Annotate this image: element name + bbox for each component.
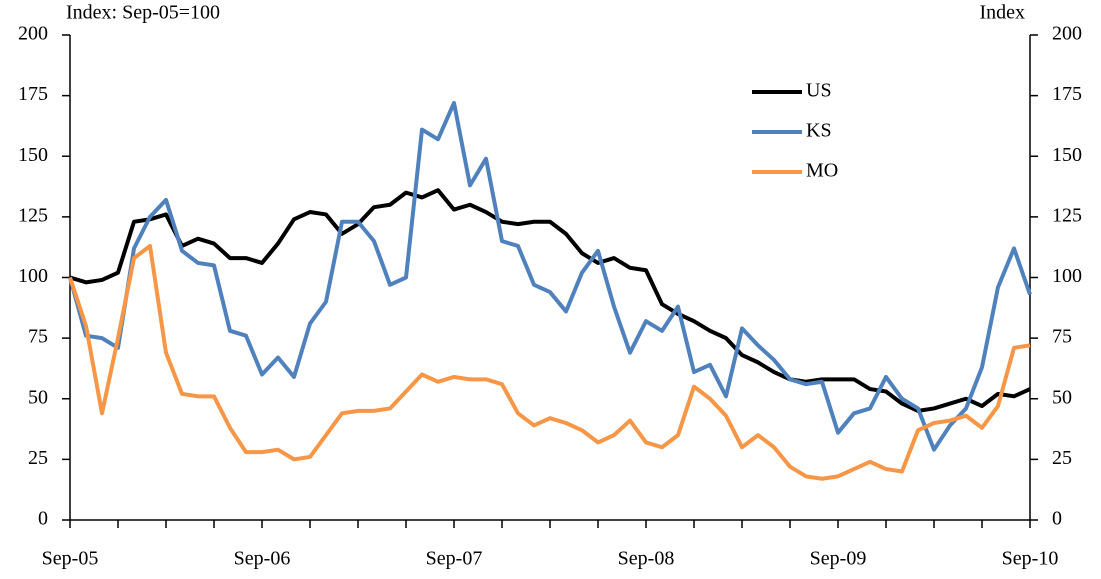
y2-tick-label: 175 [1052,83,1082,105]
legend-label: US [806,80,832,102]
y2-tick-label: 125 [1052,204,1082,226]
y2-tick-label: 0 [1052,508,1062,530]
x-tick-label: Sep-05 [42,548,99,570]
y-tick-label: 200 [18,23,48,45]
y-tick-label: 150 [18,144,48,166]
x-tick-label: Sep-07 [426,548,483,570]
x-tick-label: Sep-06 [234,548,291,570]
y2-axis-label: Index [979,2,1025,24]
y-tick-label: 75 [28,326,48,348]
y-tick-label: 0 [38,508,48,530]
y2-tick-label: 100 [1052,265,1082,287]
y2-tick-label: 150 [1052,144,1082,166]
y-tick-label: 50 [28,386,48,408]
legend-label: KS [806,120,832,142]
x-tick-label: Sep-10 [1002,548,1059,570]
y2-tick-label: 50 [1052,386,1072,408]
line-series [69,188,1031,413]
y-tick-label: 175 [18,83,48,105]
y2-tick-label: 75 [1052,326,1072,348]
line-series [68,100,1032,452]
x-tick-label: Sep-08 [618,548,675,570]
y2-tick-label: 25 [1052,447,1072,469]
y-tick-label: 25 [28,447,48,469]
y-tick-label: 100 [18,265,48,287]
y2-tick-label: 200 [1052,23,1082,45]
legend-label: MO [806,160,838,182]
y-tick-label: 125 [18,204,48,226]
x-tick-label: Sep-09 [810,548,867,570]
line-series [68,243,1031,481]
y-axis-label: Index: Sep-05=100 [66,2,220,24]
